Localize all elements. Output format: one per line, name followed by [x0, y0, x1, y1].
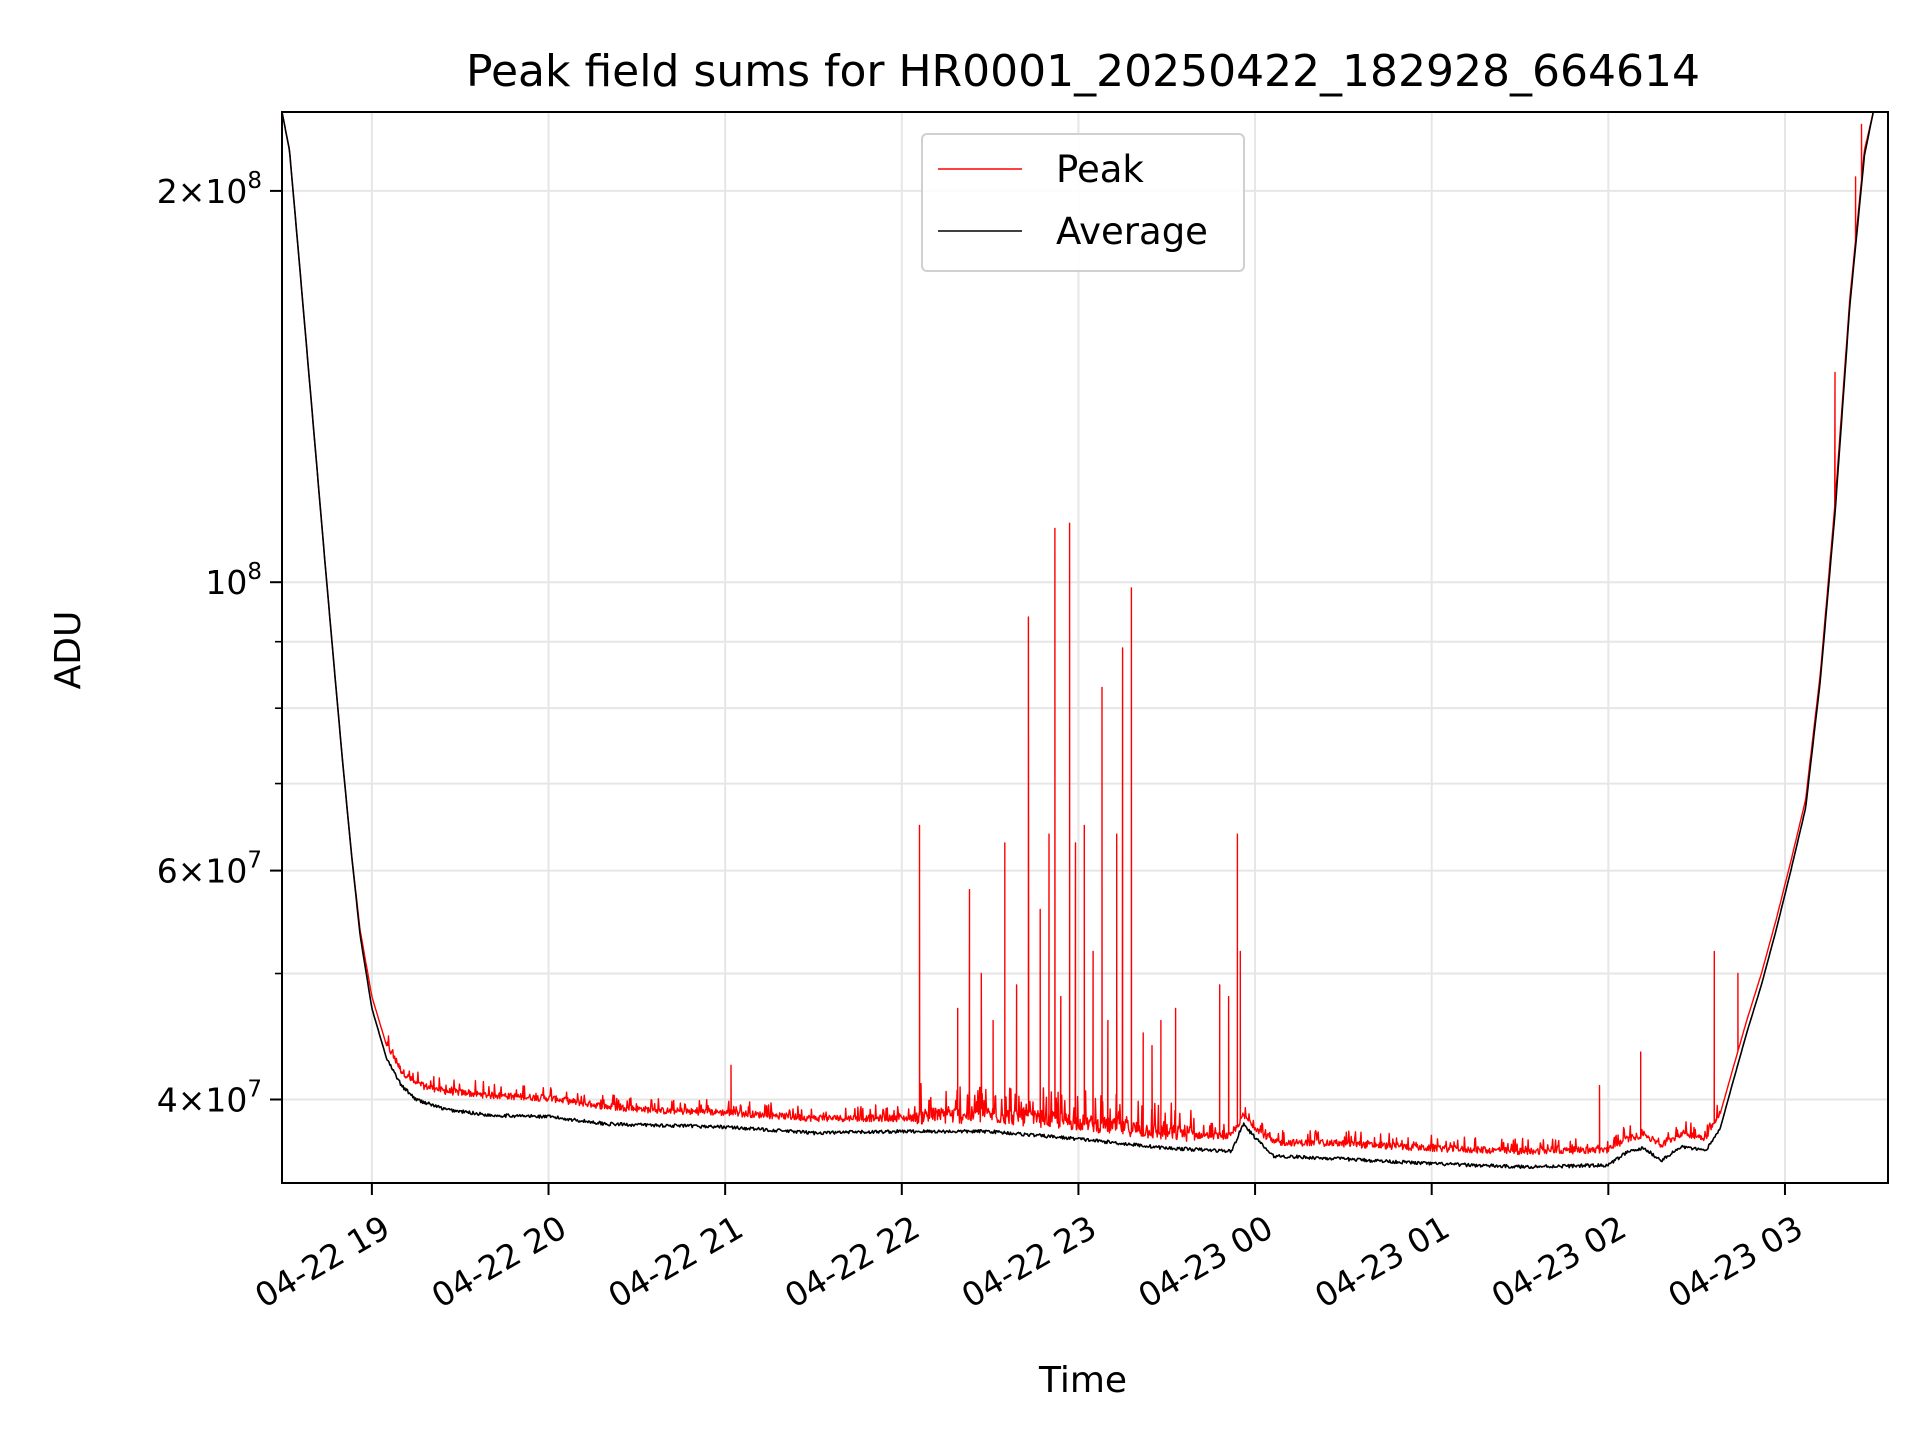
series-line-average — [282, 112, 1875, 1170]
y-axis-label: ADU — [48, 611, 89, 690]
chart-title: Peak field sums for HR0001_20250422_1829… — [466, 46, 1700, 97]
x-tick-label-8: 04-23 03 — [1661, 1208, 1809, 1316]
series-line-peak — [282, 112, 1874, 1156]
plot-series — [282, 112, 1875, 1170]
x-tick-label-2: 04-22 21 — [602, 1208, 750, 1316]
x-tick-label-1: 04-22 20 — [425, 1208, 573, 1316]
legend: Peak Average — [921, 133, 1245, 272]
x-tick-label-4: 04-22 23 — [955, 1208, 1103, 1316]
y-tick-label-0: 4×107 — [157, 1076, 262, 1119]
x-axis-label: Time — [1038, 1360, 1127, 1401]
x-tick-label-0: 04-22 19 — [248, 1208, 396, 1316]
legend-label-peak: Peak — [1056, 148, 1144, 191]
x-tick-label-7: 04-23 02 — [1485, 1208, 1633, 1316]
x-tick-label-5: 04-23 00 — [1131, 1208, 1279, 1316]
y-tick-label-2: 108 — [205, 559, 262, 602]
y-tick-label-3: 2×108 — [157, 168, 262, 211]
plot-frame — [281, 111, 1889, 1184]
x-tick-label-3: 04-22 22 — [778, 1208, 926, 1316]
legend-label-average: Average — [1056, 210, 1208, 253]
y-tick-label-1: 6×107 — [157, 848, 262, 891]
x-tick-label-6: 04-23 01 — [1308, 1208, 1456, 1316]
